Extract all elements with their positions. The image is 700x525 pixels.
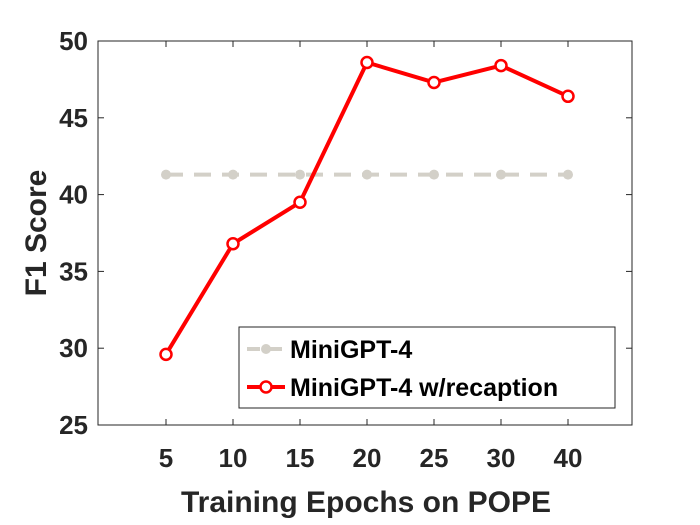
series-0-point xyxy=(563,169,573,180)
legend-label-minigpt4: MiniGPT-4 xyxy=(290,336,412,364)
x-axis-title: Training Epochs on POPE xyxy=(181,486,551,519)
series-1-point xyxy=(293,195,307,210)
legend-marker-recaption xyxy=(259,380,273,394)
x-tick-label: 30 xyxy=(487,443,516,473)
y-tick-label: 25 xyxy=(59,410,88,440)
series-1-point xyxy=(561,89,575,104)
y-tick-label: 50 xyxy=(59,26,88,56)
legend-box xyxy=(238,326,616,409)
series-0-point xyxy=(429,169,439,180)
series-1-point xyxy=(159,347,173,362)
y-tick-label: 35 xyxy=(59,256,88,286)
x-tick-label: 40 xyxy=(554,443,583,473)
series-0-point xyxy=(228,169,238,180)
x-axis-ticks: 5 10 15 20 25 30 40 xyxy=(159,41,583,473)
series-1-point xyxy=(494,58,508,73)
series-0-point xyxy=(496,169,506,180)
series-1-point xyxy=(226,237,240,251)
x-tick-label: 10 xyxy=(219,443,248,473)
y-tick-label: 40 xyxy=(59,180,88,210)
x-tick-label: 25 xyxy=(420,443,449,473)
y-tick-label: 30 xyxy=(59,333,88,363)
legend-marker-minigpt4 xyxy=(261,344,271,354)
x-tick-label: 5 xyxy=(159,443,173,473)
series-layer xyxy=(159,55,575,362)
series-0-point xyxy=(362,169,372,180)
legend: MiniGPT-4 MiniGPT-4 w/recaption xyxy=(238,326,616,409)
series-1-point xyxy=(360,55,374,70)
series-1-point xyxy=(427,75,441,90)
x-tick-label: 15 xyxy=(286,443,315,473)
x-tick-label: 20 xyxy=(353,443,382,473)
series-0-point xyxy=(295,169,305,180)
series-0-point xyxy=(161,169,171,180)
y-axis-title: F1 Score xyxy=(20,170,53,297)
y-axis-ticks: 25 30 35 40 45 50 xyxy=(59,26,632,440)
y-tick-label: 45 xyxy=(59,103,88,133)
legend-label-recaption: MiniGPT-4 w/recaption xyxy=(290,374,558,402)
